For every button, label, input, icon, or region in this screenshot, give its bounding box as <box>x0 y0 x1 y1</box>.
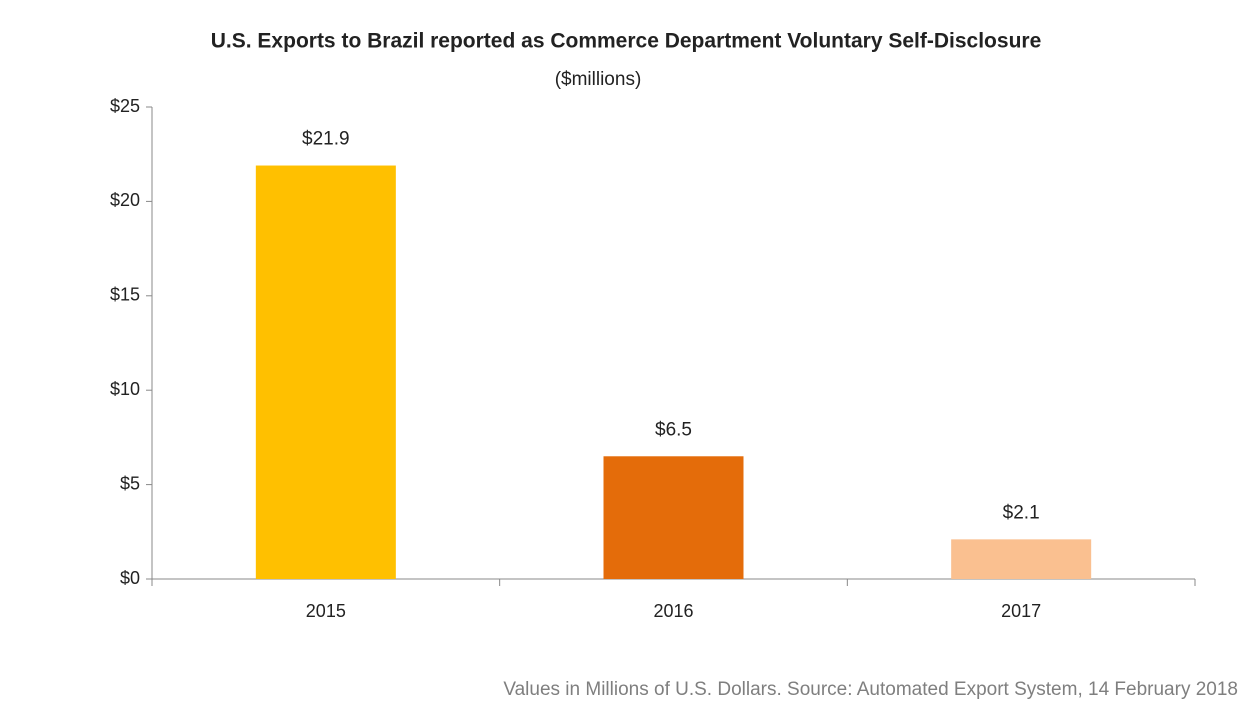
chart-title: U.S. Exports to Brazil reported as Comme… <box>211 30 1042 53</box>
y-tick-label: $5 <box>120 473 140 493</box>
x-tick-label: 2015 <box>306 601 346 621</box>
value-label: $2.1 <box>1003 502 1040 523</box>
y-tick-label: $25 <box>110 96 140 116</box>
y-tick-label: $10 <box>110 379 140 399</box>
value-label: $6.5 <box>655 419 692 440</box>
bar <box>603 456 744 579</box>
y-tick-label: $0 <box>120 568 140 588</box>
x-tick-label: 2017 <box>1001 601 1041 621</box>
source-note: Values in Millions of U.S. Dollars. Sour… <box>503 679 1238 700</box>
y-tick-label: $15 <box>110 285 140 305</box>
bar <box>255 165 396 579</box>
value-label: $21.9 <box>302 129 350 150</box>
chart-subtitle: ($millions) <box>555 69 642 90</box>
x-tick-label: 2016 <box>653 601 693 621</box>
y-tick-label: $20 <box>110 190 140 210</box>
bar <box>951 539 1092 579</box>
